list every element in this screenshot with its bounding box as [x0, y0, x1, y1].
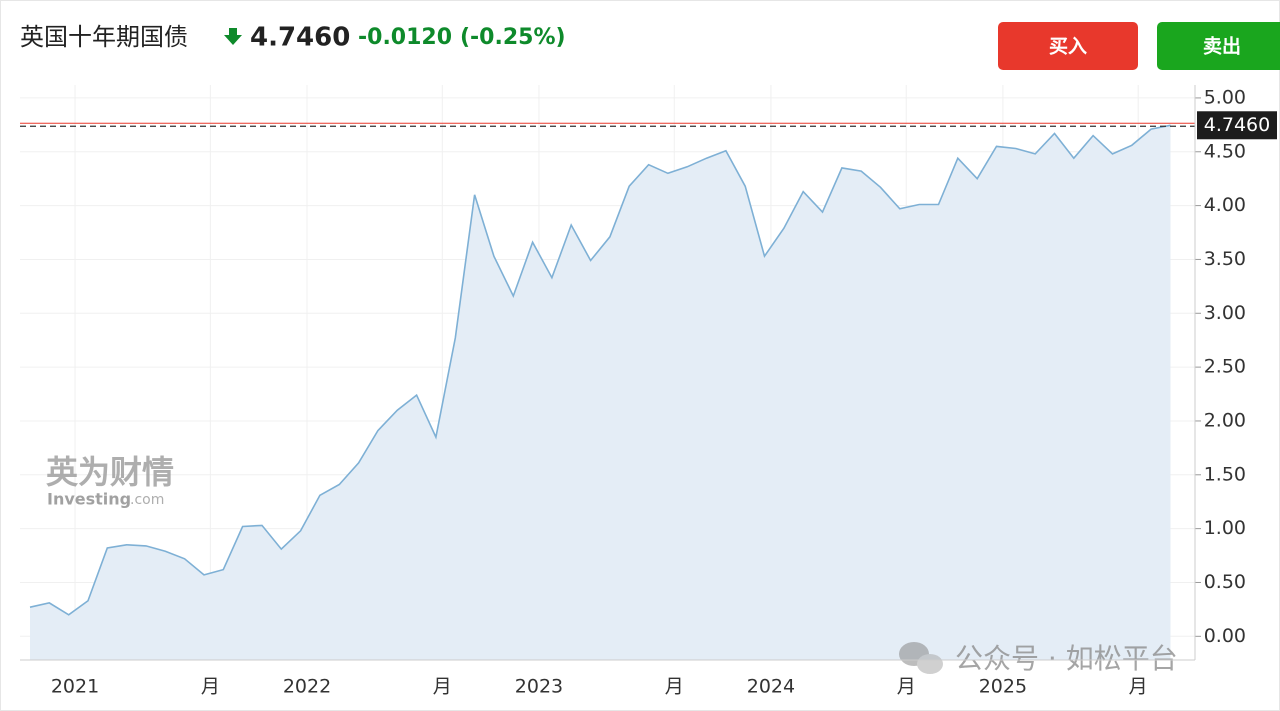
sell-label[interactable]: 卖出 — [1203, 35, 1241, 58]
x-tick-label: 月 — [897, 676, 916, 698]
title: 英国十年期国债 — [20, 23, 188, 51]
y-tick-label: 2.00 — [1204, 409, 1246, 431]
logo-domain: .com — [130, 492, 164, 508]
x-tick-label: 2024 — [747, 676, 795, 698]
x-tick-label: 月 — [1129, 676, 1148, 698]
down-arrow — [224, 28, 242, 45]
line — [29, 124, 1171, 616]
x-tick-label: 2023 — [515, 676, 563, 698]
price: 4.7460 — [250, 23, 350, 53]
change-pct: (-0.25%) — [460, 25, 566, 50]
change: -0.0120 — [358, 25, 452, 50]
y-tick-label: 0.00 — [1204, 625, 1246, 647]
last-price-label: 4.7460 — [1204, 114, 1270, 136]
x-tick-label: 月 — [201, 676, 220, 698]
x-tick-label: 2022 — [283, 676, 331, 698]
y-tick-label: 1.50 — [1204, 463, 1246, 485]
area-fill — [30, 125, 1171, 661]
y-tick-label: 4.50 — [1204, 140, 1246, 162]
y-tick-label: 1.00 — [1204, 517, 1246, 539]
y-tick-label: 3.50 — [1204, 248, 1246, 270]
y-tick-label: 3.00 — [1204, 302, 1246, 324]
x-tick-label: 月 — [665, 676, 684, 698]
buy-button[interactable] — [998, 22, 1138, 70]
buy-label[interactable]: 买入 — [1049, 36, 1087, 58]
x-tick-label: 2025 — [979, 676, 1027, 698]
wechat-watermark: 公众号 · 如松平台 — [955, 642, 1178, 675]
x-tick-label: 2021 — [51, 676, 99, 698]
logo-en: Investing — [47, 490, 131, 509]
y-tick-label: 5.00 — [1204, 86, 1246, 108]
x-tick-label: 月 — [433, 676, 452, 698]
logo-cn: 英为财情 — [46, 453, 174, 491]
plot — [20, 122, 1195, 661]
y-tick-label: 2.50 — [1204, 356, 1246, 378]
y-tick-label: 0.50 — [1204, 571, 1246, 593]
last-price-box — [1197, 111, 1277, 140]
y-tick-label: 4.00 — [1204, 194, 1246, 216]
sell-button[interactable] — [1157, 22, 1280, 70]
